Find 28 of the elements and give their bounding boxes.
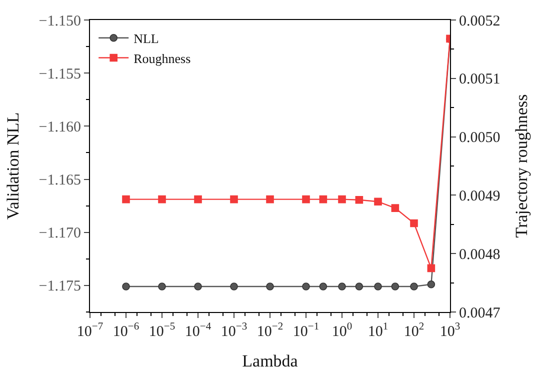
- y2-tick-label: 0.0051: [459, 72, 500, 88]
- y-tick-label: −1.150: [38, 13, 81, 30]
- x-tick-label: 10$^{−1}$: [292, 322, 320, 340]
- legend-label: Roughness: [134, 50, 191, 66]
- y2-tick-label: 0.0047: [459, 305, 501, 322]
- x-tick-label: 10$^{3}$: [440, 322, 460, 340]
- y-tick-label: −1.165: [38, 172, 81, 189]
- x-tick-label: 10$^{2}$: [404, 322, 424, 340]
- x-axis-title: Lambda: [242, 351, 298, 370]
- y-tick-label: −1.160: [38, 119, 81, 136]
- y2-axis-title: Trajectory roughness: [512, 94, 532, 238]
- y-tick-label: −1.175: [38, 278, 81, 295]
- x-tick-label: 10$^{0}$: [332, 322, 352, 340]
- y2-tick-label: 0.0049: [459, 188, 500, 204]
- y2-tick-label: 0.0052: [459, 13, 500, 30]
- y-tick-label: −1.155: [38, 66, 81, 82]
- y2-tick-label: 0.0048: [459, 246, 500, 263]
- x-tick-label: 10$^{−6}$: [112, 322, 140, 340]
- x-tick-label: 10$^{−4}$: [184, 322, 212, 340]
- y2-tick-label: 0.0050: [459, 130, 500, 146]
- y-tick-label: −1.170: [38, 226, 81, 242]
- x-tick-label: 10$^{−7}$: [76, 322, 104, 340]
- x-tick-label: 10$^{−3}$: [220, 322, 248, 340]
- legend-label: NLL: [134, 30, 159, 46]
- x-tick-label: 10$^{−2}$: [256, 322, 284, 340]
- x-tick-label: 10$^{−5}$: [148, 322, 176, 340]
- x-tick-label: 10$^{1}$: [368, 322, 388, 340]
- y-axis-title: Validation NLL: [3, 112, 22, 220]
